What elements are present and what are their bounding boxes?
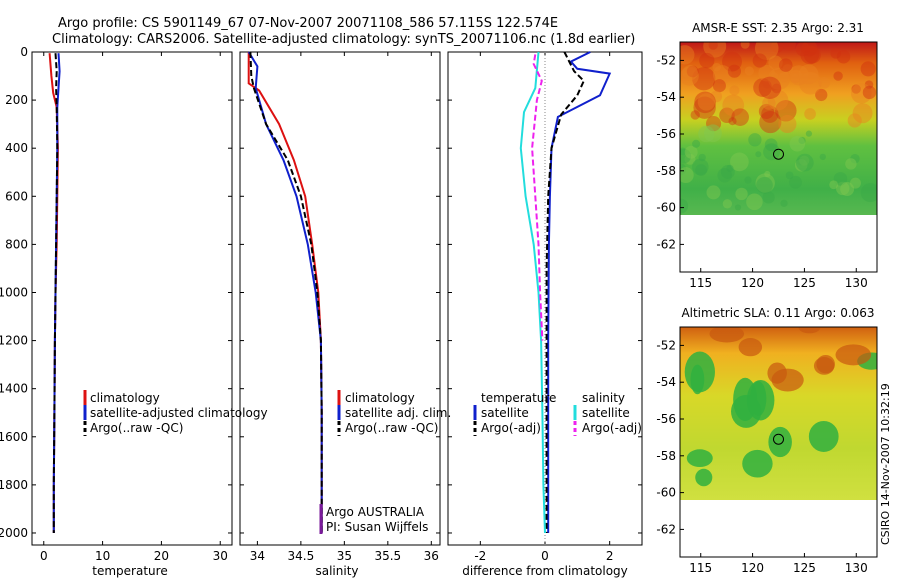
series-line-salinity-argo-adj [531, 54, 544, 341]
y-tick-label: -60 [656, 486, 676, 500]
x-tick-label: 115 [689, 561, 712, 575]
x-tick-label: 0 [40, 549, 48, 563]
csiro-timestamp: CSIRO 14-Nov-2007 10:32:19 [879, 383, 892, 545]
y-tick-label: -56 [656, 127, 676, 141]
x-tick-label: 2 [606, 549, 614, 563]
x-tick-label: 34.5 [288, 549, 315, 563]
x-tick-label: 35.5 [374, 549, 401, 563]
series-line-temperature-argo-adj [545, 51, 585, 533]
x-tick-label: -2 [474, 549, 486, 563]
x-tick-label: 35 [337, 549, 352, 563]
y-tick-label: 1000 [0, 285, 28, 299]
y-tick-label: -58 [656, 449, 676, 463]
difference-legend-temp-satellite: satellite [481, 406, 529, 420]
x-tick-label: 0 [541, 549, 549, 563]
series-line-satellite-adj-clim [247, 51, 323, 533]
x-tick-label: 10 [95, 549, 110, 563]
x-tick-label: 130 [845, 561, 868, 575]
temperature-panel: 0 10 20 30 0 200 400 600 800 1000 1200 1400 1600 1800… [0, 45, 268, 578]
x-tick-label: 20 [154, 549, 169, 563]
difference-legend: temperature salinity satellite Argo(-adj… [473, 391, 642, 436]
sst-map-frame [679, 41, 878, 273]
temperature-plot-frame [31, 51, 233, 546]
y-tick-label: 1200 [0, 334, 28, 348]
sst-heatmap [680, 42, 877, 215]
y-tick-label: -62 [656, 522, 676, 536]
y-tick-label: 1600 [0, 430, 28, 444]
series-line-argo-raw-qc [249, 51, 323, 533]
y-tick-label: -62 [656, 237, 676, 251]
salinity-panel: 34 34.5 35 35.5 36 salinity climatology sate… [239, 51, 451, 578]
series-line-argo-raw-qc [52, 53, 59, 533]
altimetric-sla-title: Altimetric SLA: 0.11 Argo: 0.063 [681, 306, 874, 320]
y-tick-label: -60 [656, 201, 676, 215]
y-tick-label: 1800 [0, 478, 28, 492]
difference-xlabel: difference from climatology [462, 564, 628, 578]
x-tick-label: 34 [250, 549, 265, 563]
y-tick-label: 200 [5, 93, 28, 107]
altimetric-sla-map-panel: Altimetric SLA: 0.11 Argo: 0.063 115 120 1… [656, 306, 878, 575]
header-line-2: Climatology: CARS2006. Satellite-adjuste… [52, 32, 635, 47]
sla-heatmap [680, 327, 877, 500]
salinity-legend: climatology satellite adj. clim. Argo(..… [319, 390, 451, 534]
salinity-legend-climatology: climatology [345, 391, 415, 405]
series-line-salinity-satellite [519, 51, 546, 534]
x-tick-label: 36 [424, 549, 439, 563]
y-tick-label: 800 [5, 237, 28, 251]
difference-panel: -2 0 2 difference from climatology tempera… [447, 51, 643, 578]
temperature-legend: climatology satellite-adjusted climatolo… [83, 390, 268, 436]
difference-legend-sal-satellite: satellite [582, 406, 630, 420]
x-tick-label: 120 [741, 276, 764, 290]
difference-legend-salinity-title: salinity [582, 391, 625, 405]
y-tick-label: 400 [5, 141, 28, 155]
y-tick-label: -56 [656, 412, 676, 426]
temperature-legend-argo: Argo(..raw -QC) [90, 421, 183, 435]
sla-map-frame [679, 326, 878, 558]
temperature-xlabel: temperature [92, 564, 167, 578]
header-line-1: Argo profile: CS 5901149_67 07-Nov-2007 … [58, 16, 558, 31]
amsre-sst-title: AMSR-E SST: 2.35 Argo: 2.31 [692, 21, 864, 35]
x-tick-label: 125 [793, 276, 816, 290]
amsre-sst-map-panel: AMSR-E SST: 2.35 Argo: 2.31 115 120 125 130… [656, 21, 878, 290]
y-tick-label: 2000 [0, 526, 28, 540]
series-line-climatology [247, 52, 323, 533]
salinity-xlabel: salinity [315, 564, 358, 578]
x-tick-label: 120 [741, 561, 764, 575]
argo-program-annotation: Argo AUSTRALIA [326, 505, 425, 519]
salinity-legend-satellite: satellite adj. clim. [345, 406, 451, 420]
difference-legend-temperature-title: temperature [481, 391, 556, 405]
argo-location-marker [773, 148, 784, 160]
y-tick-label: -58 [656, 164, 676, 178]
y-tick-label: -52 [656, 338, 676, 352]
x-tick-label: 130 [845, 276, 868, 290]
temperature-legend-satellite: satellite-adjusted climatology [90, 406, 268, 420]
salinity-plot-frame [239, 51, 441, 546]
y-tick-label: -52 [656, 53, 676, 67]
difference-legend-temp-argo: Argo(-adj) [481, 421, 541, 435]
y-tick-label: 600 [5, 189, 28, 203]
temperature-legend-climatology: climatology [90, 391, 160, 405]
salinity-legend-argo: Argo(..raw -QC) [345, 421, 438, 435]
pi-annotation: PI: Susan Wijffels [326, 520, 428, 534]
y-tick-label: -54 [656, 375, 676, 389]
argo-location-marker [773, 433, 784, 445]
y-tick-label: -54 [656, 90, 676, 104]
x-tick-label: 115 [689, 276, 712, 290]
y-tick-label: 0 [20, 45, 28, 59]
difference-legend-sal-argo: Argo(-adj) [582, 421, 642, 435]
x-tick-label: 125 [793, 561, 816, 575]
x-tick-label: 30 [213, 549, 228, 563]
y-tick-label: 1400 [0, 382, 28, 396]
